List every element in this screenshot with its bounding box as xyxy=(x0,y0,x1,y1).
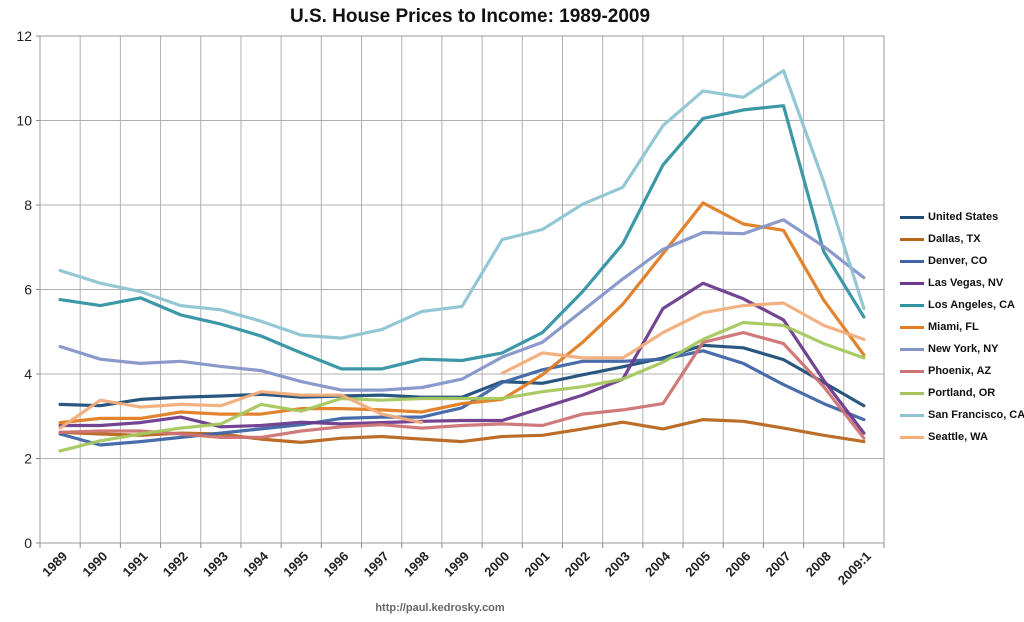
legend-item: Los Angeles, CA xyxy=(900,294,1024,316)
legend-label: Miami, FL xyxy=(928,321,979,333)
series-line-miami-fl xyxy=(58,201,866,425)
legend-item: San Francisco, CA xyxy=(900,404,1024,426)
legend-swatch xyxy=(900,281,924,285)
legend-label: San Francisco, CA xyxy=(928,409,1024,421)
legend-item: Phoenix, AZ xyxy=(900,360,1024,382)
x-tick-label: 2001 xyxy=(521,549,552,580)
y-tick-label: 8 xyxy=(24,197,32,213)
y-tick-label: 0 xyxy=(24,535,32,551)
legend-swatch xyxy=(900,215,924,219)
y-tick-label: 2 xyxy=(24,451,32,467)
series-line-seattle-wa xyxy=(58,390,424,430)
legend-label: Dallas, TX xyxy=(928,233,981,245)
series-line-san-francisco-ca xyxy=(58,68,866,340)
x-tick-label: 2002 xyxy=(562,549,593,580)
legend-swatch xyxy=(900,391,924,395)
legend-swatch xyxy=(900,303,924,307)
y-tick-label: 6 xyxy=(24,282,32,298)
legend-item: Dallas, TX xyxy=(900,228,1024,250)
legend-label: Los Angeles, CA xyxy=(928,299,1015,311)
legend-label: Denver, CO xyxy=(928,255,988,267)
x-tick-label: 1992 xyxy=(160,549,191,580)
x-tick-label: 1994 xyxy=(240,548,272,580)
legend-item: Miami, FL xyxy=(900,316,1024,338)
series-line-dallas-tx xyxy=(58,418,866,444)
x-tick-label: 2006 xyxy=(722,549,753,580)
legend-item: New York, NY xyxy=(900,338,1024,360)
legend-label: Las Vegas, NV xyxy=(928,277,1004,289)
series-line-new-york-ny xyxy=(58,218,866,392)
legend-label: Portland, OR xyxy=(928,387,996,399)
footer-url: http://paul.kedrosky.com xyxy=(375,602,505,614)
x-tick-label: 2009:1 xyxy=(835,549,874,588)
legend-swatch xyxy=(900,237,924,241)
legend-item: Las Vegas, NV xyxy=(900,272,1024,294)
x-tick-label: 1989 xyxy=(39,549,70,580)
x-tick-label: 1997 xyxy=(361,549,392,580)
legend-item: Portland, OR xyxy=(900,382,1024,404)
y-tick-label: 12 xyxy=(16,28,32,44)
x-tick-label: 1998 xyxy=(401,549,432,580)
series-line-united-states xyxy=(58,343,866,408)
legend-swatch xyxy=(900,435,924,439)
series-line-phoenix-az xyxy=(58,331,866,440)
legend-swatch xyxy=(900,325,924,329)
legend-item: United States xyxy=(900,206,1024,228)
x-tick-label: 2004 xyxy=(642,548,674,580)
legend-item: Denver, CO xyxy=(900,250,1024,272)
series-line-las-vegas-nv xyxy=(58,281,866,435)
x-tick-label: 2008 xyxy=(803,549,834,580)
x-tick-label: 2000 xyxy=(481,549,512,580)
chart-title: U.S. House Prices to Income: 1989-2009 xyxy=(289,6,651,27)
legend-label: Phoenix, AZ xyxy=(928,365,992,377)
legend-label: United States xyxy=(928,211,999,223)
x-tick-label: 2003 xyxy=(602,549,633,580)
y-tick-label: 10 xyxy=(16,113,32,129)
legend-label: Seattle, WA xyxy=(928,431,988,443)
x-tick-label: 2005 xyxy=(682,549,713,580)
series-line-los-angeles-ca xyxy=(58,104,866,371)
legend-swatch xyxy=(900,413,924,417)
x-tick-label: 1996 xyxy=(320,549,351,580)
x-tick-label: 2007 xyxy=(763,549,794,580)
legend-swatch xyxy=(900,369,924,373)
x-tick-label: 1999 xyxy=(441,549,472,580)
x-tick-label: 1991 xyxy=(120,549,151,580)
series-line-portland-or xyxy=(58,320,866,453)
series-line-seattle-wa xyxy=(500,301,866,375)
legend-swatch xyxy=(900,347,924,351)
plot-border xyxy=(39,35,885,544)
legend: United States Dallas, TX Denver, CO Las Veg… xyxy=(900,206,1024,448)
legend-label: New York, NY xyxy=(928,343,999,355)
y-tick-label: 4 xyxy=(24,366,32,382)
legend-swatch xyxy=(900,259,924,263)
x-tick-label: 1993 xyxy=(200,549,231,580)
x-tick-label: 1995 xyxy=(280,549,311,580)
legend-item: Seattle, WA xyxy=(900,426,1024,448)
x-tick-label: 1990 xyxy=(79,549,110,580)
